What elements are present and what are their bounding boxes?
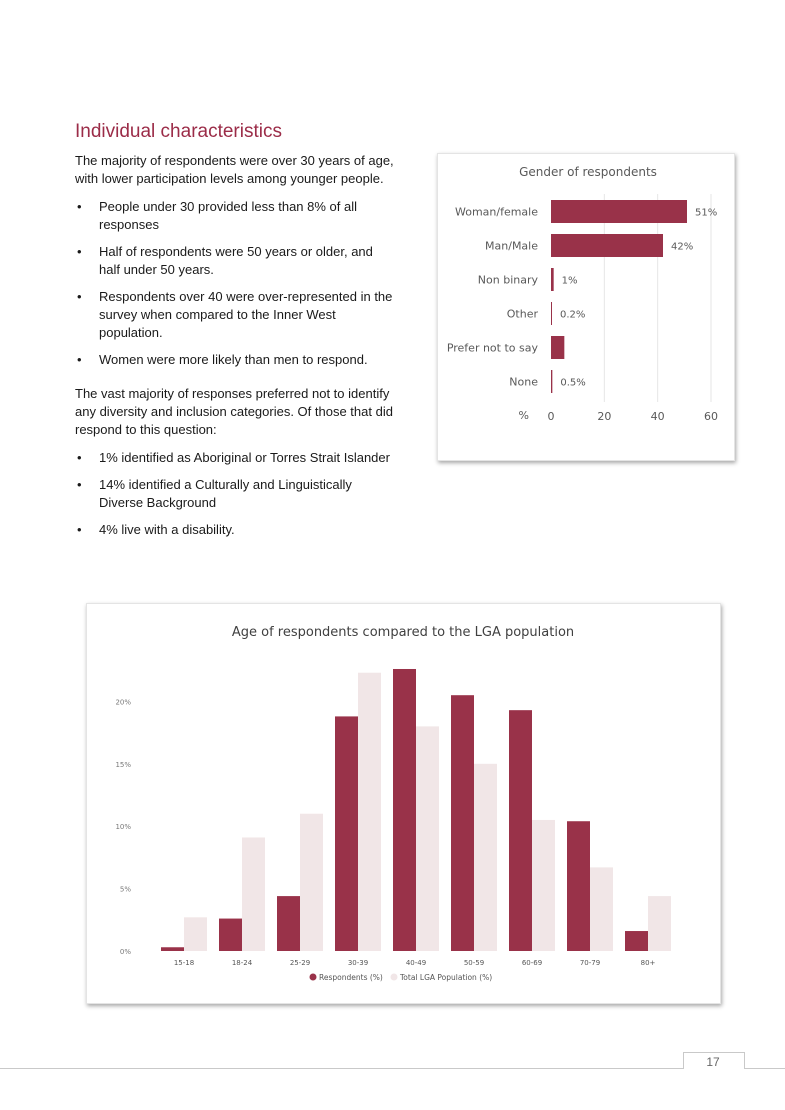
age-bar-respondents (219, 918, 242, 951)
gender-category-label: Non binary (478, 274, 539, 287)
age-category-label: 70-79 (580, 959, 600, 967)
age-bar-lga-population (358, 672, 381, 951)
list-item: 4% live with a disability. (75, 521, 395, 539)
gender-category-label: None (509, 376, 538, 389)
gender-bar (551, 200, 687, 223)
age-category-label: 50-59 (464, 959, 484, 967)
section-heading: Individual characteristics (75, 121, 282, 142)
gender-bar (551, 370, 553, 393)
gender-bar (551, 268, 554, 291)
age-bar-respondents (277, 896, 300, 951)
age-bar-respondents (161, 947, 184, 951)
age-category-label: 80+ (641, 959, 656, 967)
page-number: 17 (706, 1055, 720, 1069)
bullet-list-age: People under 30 provided less than 8% of… (75, 198, 395, 369)
legend-marker (390, 973, 398, 981)
age-category-label: 30-39 (348, 959, 368, 967)
age-chart-card: Age of respondents compared to the LGA p… (86, 603, 721, 1004)
gender-data-label: 51% (695, 208, 717, 219)
age-bar-lga-population (474, 763, 497, 951)
page-number-tab (683, 1052, 745, 1069)
age-y-tick-label: 5% (120, 886, 131, 894)
age-y-tick-label: 10% (115, 823, 131, 831)
gender-x-tick-label: 40 (651, 410, 665, 423)
gender-x-axis-label: % (519, 409, 529, 422)
age-bar-respondents (335, 716, 358, 951)
age-y-tick-label: 20% (115, 698, 131, 706)
age-y-tick-label: 0% (120, 948, 131, 956)
list-item: 1% identified as Aboriginal or Torres St… (75, 449, 395, 467)
age-category-label: 15-18 (174, 959, 194, 967)
gender-chart-title: Gender of respondents (519, 165, 657, 179)
age-bar-lga-population (532, 819, 555, 951)
gender-category-label: Woman/female (455, 206, 538, 219)
age-chart-title: Age of respondents compared to the LGA p… (232, 625, 574, 640)
gender-bar (551, 234, 663, 257)
gender-x-tick-label: 60 (704, 410, 718, 423)
age-bar-respondents (625, 931, 648, 951)
age-bar-lga-population (648, 896, 671, 951)
gender-category-label: Other (507, 308, 539, 321)
gender-bar (551, 336, 565, 359)
list-item: Women were more likely than men to respo… (75, 351, 395, 369)
gender-x-tick-label: 20 (597, 410, 611, 423)
gender-chart: Gender of respondents % Woman/female Man/… (447, 165, 718, 423)
bullet-list-diversity: 1% identified as Aboriginal or Torres St… (75, 449, 395, 539)
gender-data-label: 0.5% (560, 378, 585, 389)
age-bar-respondents (509, 710, 532, 951)
legend-marker (309, 973, 317, 981)
gender-x-tick-label: 0 (548, 410, 555, 423)
age-bar-respondents (393, 668, 416, 951)
gender-chart-card: Gender of respondents % Woman/female Man/… (437, 153, 735, 461)
age-bar-lga-population (590, 867, 613, 951)
age-chart: Age of respondents compared to the LGA p… (115, 625, 671, 982)
list-item: 14% identified a Culturally and Linguist… (75, 476, 395, 512)
age-bar-respondents (567, 821, 590, 951)
age-bar-lga-population (242, 837, 265, 951)
gender-category-label: Prefer not to say (447, 342, 539, 355)
gender-data-label: 42% (671, 242, 693, 253)
list-item: Respondents over 40 were over-represente… (75, 288, 395, 342)
body-text: The majority of respondents were over 30… (75, 152, 395, 555)
age-category-label: 40-49 (406, 959, 426, 967)
age-bar-lga-population (416, 726, 439, 951)
age-bar-lga-population (184, 917, 207, 951)
list-item: People under 30 provided less than 8% of… (75, 198, 395, 234)
list-item: Half of respondents were 50 years or old… (75, 243, 395, 279)
age-bar-lga-population (300, 813, 323, 951)
gender-data-label: 0.2% (560, 310, 585, 321)
age-y-tick-label: 15% (115, 761, 131, 769)
age-category-label: 60-69 (522, 959, 542, 967)
gender-bar (551, 302, 552, 325)
age-category-label: 18-24 (232, 959, 253, 967)
footer-rule (0, 1068, 785, 1069)
legend-label: Total LGA Population (%) (399, 973, 492, 982)
gender-data-label: 1% (562, 276, 578, 287)
gender-category-label: Man/Male (485, 240, 538, 253)
age-category-label: 25-29 (290, 959, 310, 967)
legend-label: Respondents (%) (319, 973, 383, 982)
intro-paragraph: The majority of respondents were over 30… (75, 153, 394, 186)
diversity-paragraph: The vast majority of responses preferred… (75, 386, 393, 437)
age-bar-respondents (451, 695, 474, 951)
